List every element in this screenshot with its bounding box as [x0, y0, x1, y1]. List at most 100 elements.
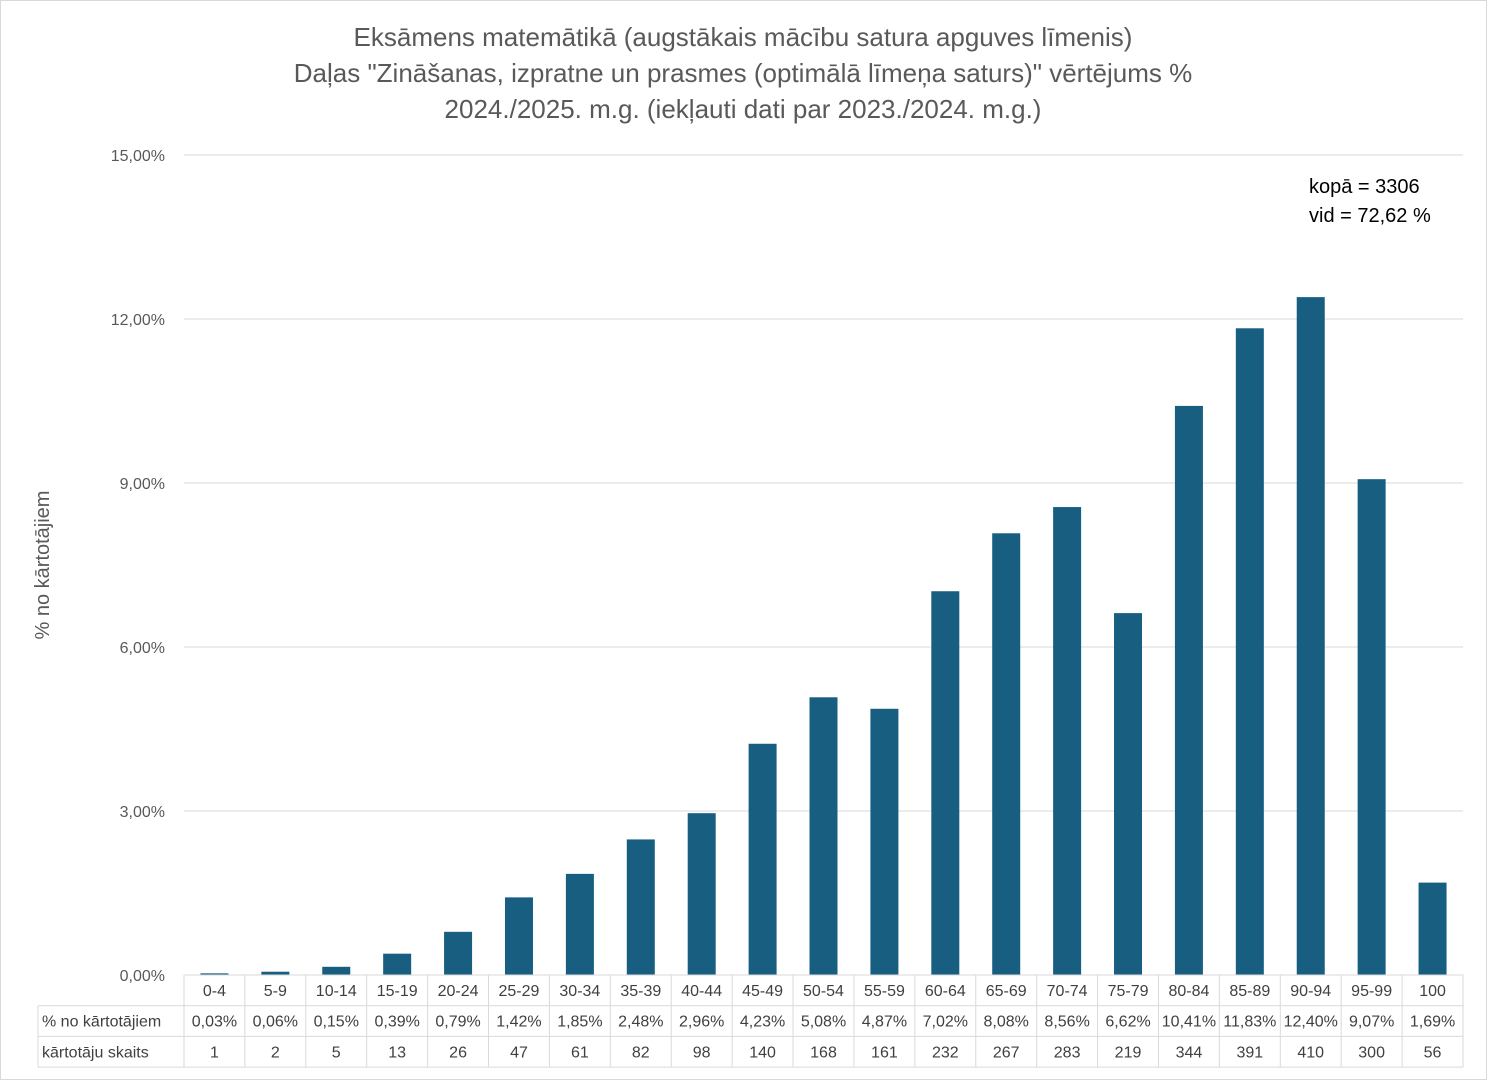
table-cell: 6,62% — [1105, 1014, 1150, 1031]
table-cell: 391 — [1236, 1044, 1263, 1061]
x-tick-label: 25-29 — [499, 983, 540, 1000]
table-cell: 2,48% — [618, 1014, 663, 1031]
table-cell: 1 — [210, 1044, 219, 1061]
bar-95-99 — [1357, 479, 1386, 975]
table-cell: 8,56% — [1044, 1014, 1089, 1031]
y-tick-label: 12,00% — [111, 312, 165, 329]
table-cell: 7,02% — [923, 1014, 968, 1031]
x-tick-label: 35-39 — [620, 983, 661, 1000]
table-cell: 0,15% — [314, 1014, 359, 1031]
bar-75-79 — [1114, 613, 1143, 975]
bar-85-89 — [1235, 328, 1264, 975]
table-cell: 232 — [932, 1044, 959, 1061]
table-cell: 168 — [810, 1044, 837, 1061]
x-tick-label: 65-69 — [986, 983, 1027, 1000]
x-tick-label: 40-44 — [681, 983, 722, 1000]
table-row-label: % no kārtotājiem — [42, 1014, 161, 1031]
bar-35-39 — [626, 839, 655, 975]
bar-20-24 — [444, 931, 473, 975]
table-cell: 2 — [271, 1044, 280, 1061]
x-tick-label: 95-99 — [1351, 983, 1392, 1000]
x-tick-label: 0-4 — [203, 983, 226, 1000]
x-tick-label: 20-24 — [438, 983, 479, 1000]
table-cell: 140 — [749, 1044, 776, 1061]
y-tick-label: 0,00% — [120, 968, 165, 985]
bar-65-69 — [992, 533, 1021, 975]
table-cell: 267 — [993, 1044, 1020, 1061]
bar-90-94 — [1296, 297, 1325, 976]
x-tick-label: 30-34 — [559, 983, 600, 1000]
table-cell: 26 — [449, 1044, 467, 1061]
bar-45-49 — [748, 743, 777, 975]
table-cell: 283 — [1054, 1044, 1081, 1061]
x-tick-label: 45-49 — [742, 983, 783, 1000]
x-tick-label: 75-79 — [1108, 983, 1149, 1000]
y-tick-label: 3,00% — [120, 804, 165, 821]
bar-10-14 — [322, 966, 351, 975]
table-cell: 98 — [693, 1044, 711, 1061]
table-cell: 1,42% — [496, 1014, 541, 1031]
y-tick-label: 15,00% — [111, 148, 165, 165]
x-tick-label: 10-14 — [316, 983, 357, 1000]
table-cell: 1,69% — [1410, 1014, 1455, 1031]
table-cell: 2,96% — [679, 1014, 724, 1031]
bar-5-9 — [261, 971, 290, 975]
chart-title-line-2: Daļas "Zināšanas, izpratne un prasmes (o… — [294, 58, 1193, 88]
table-cell: 0,79% — [435, 1014, 480, 1031]
bar-40-44 — [687, 813, 716, 975]
table-cell: 0,06% — [253, 1014, 298, 1031]
table-cell: 4,87% — [862, 1014, 907, 1031]
table-cell: 161 — [871, 1044, 898, 1061]
x-tick-label: 90-94 — [1290, 983, 1331, 1000]
annotation-total: kopā = 3306 — [1309, 176, 1420, 198]
table-cell: 82 — [632, 1044, 650, 1061]
bar-50-54 — [809, 697, 838, 975]
table-cell: 10,41% — [1162, 1014, 1216, 1031]
table-cell: 1,85% — [557, 1014, 602, 1031]
table-row-label: kārtotāju skaits — [42, 1044, 149, 1061]
table-cell: 56 — [1424, 1044, 1442, 1061]
bar-100 — [1418, 882, 1447, 975]
bar-55-59 — [870, 708, 899, 975]
x-tick-label: 55-59 — [864, 983, 905, 1000]
x-tick-label: 50-54 — [803, 983, 844, 1000]
table-cell: 410 — [1297, 1044, 1324, 1061]
bar-15-19 — [383, 953, 412, 975]
x-tick-label: 85-89 — [1229, 983, 1270, 1000]
table-cell: 8,08% — [984, 1014, 1029, 1031]
x-tick-label: 100 — [1419, 983, 1446, 1000]
table-cell: 9,07% — [1349, 1014, 1394, 1031]
y-tick-label: 9,00% — [120, 476, 165, 493]
bar-0-4 — [200, 973, 229, 975]
annotation-average: vid = 72,62 % — [1309, 205, 1431, 227]
bar-25-29 — [504, 897, 533, 975]
table-cell: 0,39% — [374, 1014, 419, 1031]
table-cell: 5,08% — [801, 1014, 846, 1031]
table-cell: 5 — [332, 1044, 341, 1061]
table-cell: 11,83% — [1223, 1014, 1276, 1031]
y-axis-label: % no kārtotājiem — [32, 491, 54, 640]
x-tick-label: 70-74 — [1047, 983, 1088, 1000]
table-cell: 47 — [510, 1044, 528, 1061]
table-cell: 61 — [571, 1044, 589, 1061]
bar-80-84 — [1174, 405, 1203, 975]
x-tick-label: 5-9 — [264, 983, 287, 1000]
x-tick-label: 60-64 — [925, 983, 966, 1000]
table-cell: 300 — [1358, 1044, 1385, 1061]
table-cell: 12,40% — [1284, 1014, 1338, 1031]
bar-30-34 — [565, 873, 594, 975]
table-cell: 0,03% — [192, 1014, 237, 1031]
table-cell: 13 — [388, 1044, 406, 1061]
table-cell: 344 — [1176, 1044, 1203, 1061]
bar-60-64 — [931, 591, 960, 975]
chart-title-line-3: 2024./2025. m.g. (iekļauti dati par 2023… — [445, 94, 1042, 124]
table-cell: 219 — [1115, 1044, 1142, 1061]
x-tick-label: 80-84 — [1168, 983, 1209, 1000]
table-cell: 4,23% — [740, 1014, 785, 1031]
y-tick-label: 6,00% — [120, 640, 165, 657]
chart-title-line-1: Eksāmens matemātikā (augstākais mācību s… — [354, 22, 1133, 52]
x-tick-label: 15-19 — [377, 983, 418, 1000]
bar-70-74 — [1053, 507, 1082, 975]
